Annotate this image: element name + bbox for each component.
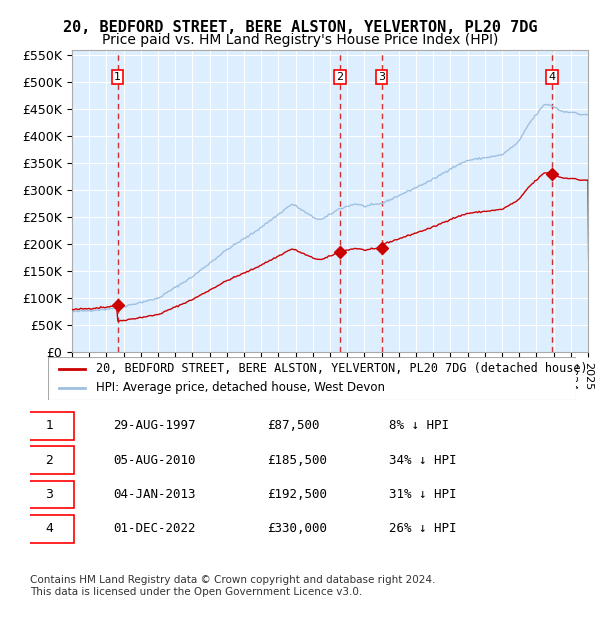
FancyBboxPatch shape	[25, 515, 74, 543]
Text: 04-JAN-2013: 04-JAN-2013	[113, 488, 196, 501]
Text: 34% ↓ HPI: 34% ↓ HPI	[389, 453, 457, 466]
Text: 1: 1	[114, 72, 121, 82]
Text: 20, BEDFORD STREET, BERE ALSTON, YELVERTON, PL20 7DG: 20, BEDFORD STREET, BERE ALSTON, YELVERT…	[63, 20, 537, 35]
Text: £87,500: £87,500	[268, 419, 320, 432]
Text: 1: 1	[46, 419, 53, 432]
Text: 2: 2	[46, 453, 53, 466]
Text: HPI: Average price, detached house, West Devon: HPI: Average price, detached house, West…	[95, 381, 385, 394]
Text: 4: 4	[46, 523, 53, 536]
Text: 01-DEC-2022: 01-DEC-2022	[113, 523, 196, 536]
FancyBboxPatch shape	[25, 446, 74, 474]
Text: Contains HM Land Registry data © Crown copyright and database right 2024.
This d: Contains HM Land Registry data © Crown c…	[30, 575, 436, 596]
Text: 26% ↓ HPI: 26% ↓ HPI	[389, 523, 457, 536]
Text: £185,500: £185,500	[268, 453, 328, 466]
Text: 2: 2	[337, 72, 344, 82]
FancyBboxPatch shape	[25, 480, 74, 508]
FancyBboxPatch shape	[25, 412, 74, 440]
Text: 4: 4	[548, 72, 556, 82]
Text: 31% ↓ HPI: 31% ↓ HPI	[389, 488, 457, 501]
Text: 05-AUG-2010: 05-AUG-2010	[113, 453, 196, 466]
Text: £192,500: £192,500	[268, 488, 328, 501]
Text: £330,000: £330,000	[268, 523, 328, 536]
Text: 3: 3	[46, 488, 53, 501]
Text: 29-AUG-1997: 29-AUG-1997	[113, 419, 196, 432]
Text: 20, BEDFORD STREET, BERE ALSTON, YELVERTON, PL20 7DG (detached house): 20, BEDFORD STREET, BERE ALSTON, YELVERT…	[95, 362, 587, 375]
Text: 3: 3	[378, 72, 385, 82]
Text: Price paid vs. HM Land Registry's House Price Index (HPI): Price paid vs. HM Land Registry's House …	[102, 33, 498, 47]
Text: 8% ↓ HPI: 8% ↓ HPI	[389, 419, 449, 432]
FancyBboxPatch shape	[48, 356, 576, 400]
